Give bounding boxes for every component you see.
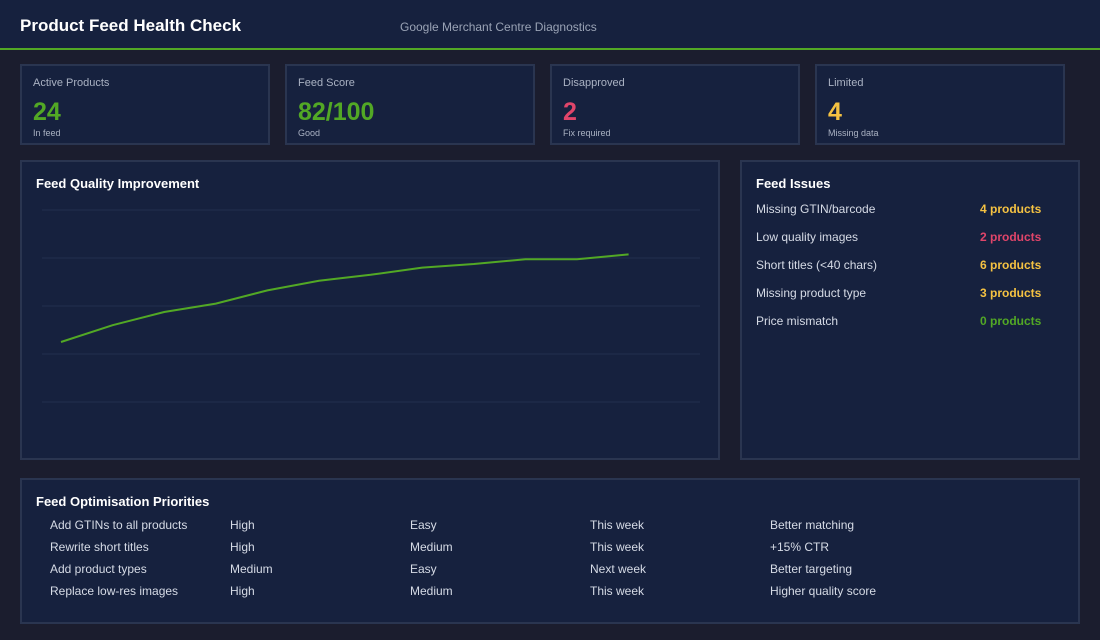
card-note: In feed [33,128,61,138]
priority-cell: High [230,518,255,532]
stat-card: Active Products 24 In feed [20,64,270,145]
priorities-title: Feed Optimisation Priorities [36,494,210,509]
stat-card: Disapproved 2 Fix required [550,64,800,145]
chart-panel: Feed Quality Improvement [20,160,720,460]
priority-cell: High [230,584,255,598]
priority-cell: Better matching [770,518,855,532]
card-value: 2 [563,98,577,126]
issue-count: 4 products [980,202,1042,216]
issues-panel: Feed Issues Missing GTIN/barcode 4 produc… [740,160,1080,460]
chart [42,209,700,403]
priority-cell: +15% CTR [770,540,830,554]
header: Product Feed Health Check Google Merchan… [0,0,1100,50]
priority-cell: Higher quality score [770,584,877,598]
priority-cell: This week [590,518,645,532]
issue-label: Price mismatch [756,314,839,328]
issue-label: Missing product type [756,286,867,300]
chart-title: Feed Quality Improvement [36,176,200,191]
card-note: Good [298,128,321,138]
card-value: 82/100 [298,98,375,126]
title: Product Feed Health Check [20,16,242,35]
card-value: 24 [33,98,61,126]
priority-cell: Add product types [50,562,147,576]
priority-cell: Replace low-res images [50,584,179,598]
subtitle: Google Merchant Centre Diagnostics [400,20,597,34]
card-label: Active Products [33,77,110,89]
priority-cell: Rewrite short titles [50,540,149,554]
priority-cell: Easy [410,562,437,576]
priority-cell: This week [590,584,645,598]
card-label: Disapproved [563,77,625,89]
priority-cell: Better targeting [770,562,853,576]
card-note: Missing data [828,128,879,138]
priority-cell: Medium [410,584,453,598]
card-note: Fix required [563,128,611,138]
issue-count: 2 products [980,230,1042,244]
priority-cell: Add GTINs to all products [50,518,188,532]
priority-cell: Medium [410,540,453,554]
priority-cell: High [230,540,255,554]
card-label: Feed Score [298,77,355,89]
issue-label: Low quality images [756,230,859,244]
issue-count: 0 products [980,314,1042,328]
issues-title: Feed Issues [756,176,831,191]
priority-cell: This week [590,540,645,554]
priority-cell: Easy [410,518,437,532]
line-series [60,253,629,343]
priorities-panel: Feed Optimisation Priorities Add GTINs t… [20,478,1080,624]
issue-label: Short titles (<40 chars) [756,258,878,272]
card-label: Limited [828,77,864,89]
priority-cell: Next week [590,562,647,576]
card-value: 4 [828,98,842,126]
stat-card: Feed Score 82/100 Good [285,64,535,145]
stat-card: Limited 4 Missing data [815,64,1065,145]
issue-count: 6 products [980,258,1042,272]
issue-label: Missing GTIN/barcode [756,202,876,216]
issue-count: 3 products [980,286,1042,300]
priority-cell: Medium [230,562,273,576]
